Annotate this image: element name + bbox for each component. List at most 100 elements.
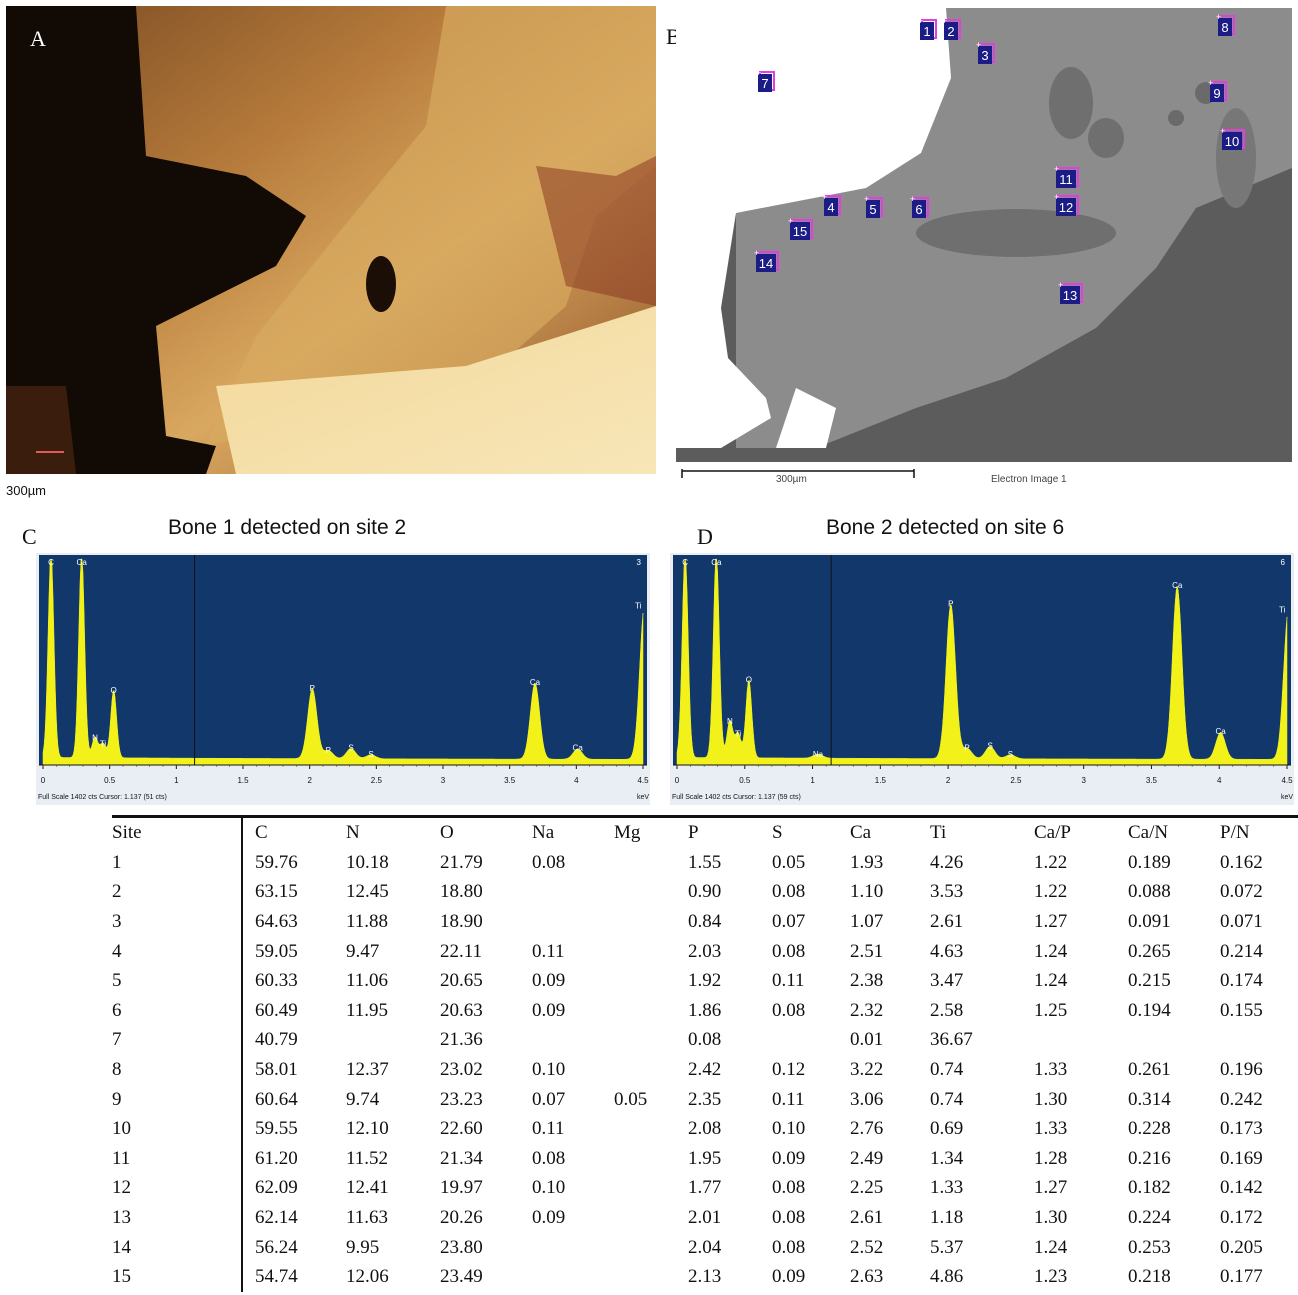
sem-image: 1 +2 +3 +4 +5 +6 +7 +8 +9 +10 +11 +12 +13 +14 +15 + <box>676 8 1292 462</box>
table-cell: 1.28 <box>1034 1147 1068 1169</box>
table-cell: 3.53 <box>930 881 964 903</box>
table-cell: 0.09 <box>772 1147 806 1169</box>
table-cell <box>614 1026 688 1056</box>
site-marker-cross: + <box>910 194 915 204</box>
table-cell: 1.77 <box>688 1177 722 1199</box>
table-cell: 0.169 <box>1220 1147 1263 1169</box>
table-cell: 20.65 <box>440 970 483 992</box>
spectrum-site-id: 6 <box>1281 558 1286 567</box>
table-cell: 23.02 <box>440 1058 483 1080</box>
table-cell <box>532 1026 614 1056</box>
table-cell: 0.314 <box>1128 1088 1171 1110</box>
table-cell: 11.63 <box>346 1206 389 1228</box>
column-header: Ca/P <box>1034 822 1071 843</box>
site-marker: 14+ <box>754 248 779 272</box>
site-marker-label: 6 <box>915 202 922 217</box>
table-cell: 0.155 <box>1220 999 1263 1021</box>
spectrum-curve <box>676 558 1288 766</box>
table-cell: 4.86 <box>930 1266 964 1288</box>
site-marker-cross: + <box>1220 126 1225 136</box>
table-row: 12 62.09 12.41 19.97 0.10 1.77 0.08 2.25 1.33 1.2… <box>112 1173 1298 1204</box>
table-row: 10 59.55 12.10 22.60 0.11 2.08 0.10 2.76 0.69 1.3… <box>112 1114 1298 1144</box>
spectrum-d-unit: keV <box>1281 794 1294 801</box>
column-header: Ti <box>930 822 947 843</box>
site-marker: 4+ <box>822 192 841 216</box>
table-cell: 2.03 <box>688 940 722 962</box>
table-cell: 2.04 <box>688 1236 722 1258</box>
table-cell: 0.11 <box>772 1088 805 1110</box>
panel-letter-d: D <box>697 524 713 549</box>
table-cell: 0.162 <box>1220 851 1263 873</box>
column-header: Mg <box>614 822 641 843</box>
table-cell: 1.23 <box>1034 1266 1068 1288</box>
table-cell: 23.80 <box>440 1236 483 1258</box>
site-marker-cross: + <box>976 40 981 50</box>
table-cell: 2.61 <box>850 1206 884 1228</box>
table-cell: 0.08 <box>772 1177 806 1199</box>
table-cell: 11.52 <box>346 1147 389 1169</box>
table-cell: 8 <box>112 1055 243 1085</box>
table-cell: 2.63 <box>850 1266 884 1288</box>
table-cell <box>614 1262 688 1292</box>
table-cell: 0.173 <box>1220 1118 1263 1140</box>
spectrum-c-title: Bone 1 detected on site 2 <box>168 516 407 539</box>
table-cell: 18.80 <box>440 881 483 903</box>
table-cell: 1.24 <box>1034 1236 1068 1258</box>
table-cell <box>614 1144 688 1174</box>
table-cell: 0.08 <box>688 1029 722 1051</box>
table-cell: 3.47 <box>930 970 964 992</box>
table-cell: 0.216 <box>1128 1147 1171 1169</box>
site-marker-label: 12 <box>1059 200 1073 215</box>
peak-label: C <box>48 558 54 567</box>
table-cell: 1.22 <box>1034 851 1068 873</box>
table-cell: 10.18 <box>346 851 389 873</box>
table-row: 2 63.15 12.45 18.80 0.90 0.08 1.10 3.53 1.22 0.08… <box>112 877 1298 908</box>
x-tick-label: 2 <box>307 776 312 785</box>
table-cell: 1.33 <box>930 1177 964 1199</box>
table-cell: 1.95 <box>688 1147 722 1169</box>
table-cell: 0.90 <box>688 881 722 903</box>
x-tick-label: 0 <box>41 776 46 785</box>
table-cell: 40.79 <box>255 1029 298 1051</box>
table-cell: 0.84 <box>688 910 722 932</box>
table-cell: 0.177 <box>1220 1266 1263 1288</box>
peak-label: Ti <box>1279 606 1286 615</box>
table-cell: 0.261 <box>1128 1058 1171 1080</box>
table-cell: 0.071 <box>1220 910 1263 932</box>
site-marker-cross: + <box>822 192 827 202</box>
table-cell: 12.10 <box>346 1118 389 1140</box>
table-cell: 0.05 <box>772 851 806 873</box>
site-marker: 15+ <box>788 216 813 240</box>
site-marker-cross: + <box>864 194 869 204</box>
table-cell: 2.08 <box>688 1118 722 1140</box>
x-tick-label: 1.5 <box>237 776 249 785</box>
table-cell: 1.93 <box>850 851 884 873</box>
peak-label: S <box>368 750 373 759</box>
table-cell: 1 <box>112 848 243 878</box>
table-cell: 0.224 <box>1128 1206 1171 1228</box>
table-cell: 60.64 <box>255 1088 298 1110</box>
table-cell: 54.74 <box>255 1266 298 1288</box>
column-header: P <box>688 822 699 843</box>
site-marker: 11+ <box>1054 164 1079 188</box>
table-cell: 1.27 <box>1034 910 1068 932</box>
site-marker: 7+ <box>756 68 775 92</box>
table-cell: 21.34 <box>440 1147 483 1169</box>
x-tick-label: 2.5 <box>371 776 383 785</box>
site-marker-cross: + <box>756 68 761 78</box>
table-cell: 12 <box>112 1173 243 1204</box>
table-cell: 0.01 <box>850 1029 884 1051</box>
table-cell: 11.95 <box>346 999 389 1021</box>
site-marker-cross: + <box>918 16 923 26</box>
table-cell: 15 <box>112 1262 243 1292</box>
table-cell <box>614 848 688 878</box>
peak-label: Na <box>813 750 824 759</box>
site-marker-cross: + <box>1058 280 1063 290</box>
table-cell: 1.30 <box>1034 1206 1068 1228</box>
site-marker: 3+ <box>976 40 995 64</box>
table-cell: 1.10 <box>850 881 884 903</box>
spectrum-site-id: 3 <box>637 558 642 567</box>
site-marker: 12+ <box>1054 192 1079 216</box>
column-header: Ca <box>850 822 872 843</box>
